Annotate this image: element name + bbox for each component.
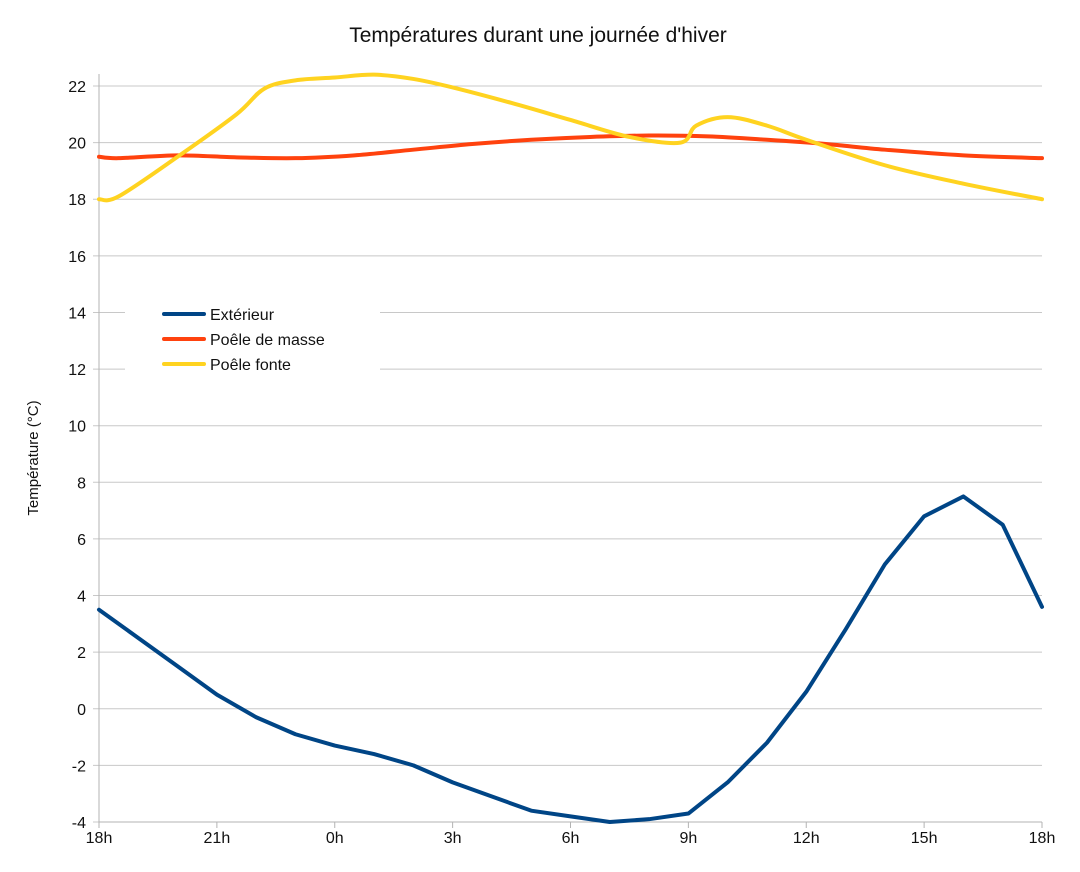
y-tick-label: 14 (68, 305, 86, 322)
x-tick-label: 3h (444, 830, 462, 847)
y-tick-label: 10 (68, 419, 86, 436)
x-tick-label: 21h (204, 830, 231, 847)
y-axis-label: Température (°C) (25, 400, 42, 515)
legend-label-poele-de-masse: Poêle de masse (210, 332, 325, 349)
x-tick-label: 15h (911, 830, 938, 847)
legend-label-exterieur: Extérieur (210, 307, 275, 324)
legend-label-poele-fonte: Poêle fonte (210, 357, 291, 374)
series-layer (97, 72, 1044, 824)
x-tick-label: 18h (1029, 830, 1056, 847)
grid-layer (93, 85, 1042, 823)
x-tick-label: 18h (86, 830, 113, 847)
legend: Extérieur Poêle de masse Poêle fonte (125, 296, 380, 380)
series-line-exterieur (97, 494, 1044, 824)
y-tick-label: 18 (68, 192, 86, 209)
y-tick-label: 0 (77, 702, 86, 719)
y-tick-label: 12 (68, 362, 86, 379)
x-tick-label: 6h (562, 830, 580, 847)
x-tick-label: 0h (326, 830, 344, 847)
y-tick-label: 6 (77, 532, 86, 549)
y-tick-label: 4 (77, 589, 86, 606)
axis-layer (98, 74, 1043, 828)
tick-label-layer: -4 -2 0 2 4 6 8 10 12 14 16 18 20 22 18h 21h 0h 3h 6h 9h 12h… (68, 79, 1055, 847)
y-tick-label: 22 (68, 79, 86, 96)
chart-title: Températures durant une journée d'hiver (349, 24, 727, 47)
y-tick-label: 20 (68, 136, 86, 153)
y-tick-label: 8 (77, 475, 86, 492)
y-tick-label: 2 (77, 645, 86, 662)
y-tick-label: 16 (68, 249, 86, 266)
y-tick-label: -4 (72, 815, 86, 832)
y-tick-label: -2 (72, 758, 86, 775)
series-line-poele-fonte (97, 72, 1044, 203)
x-tick-label: 9h (679, 830, 697, 847)
x-tick-label: 12h (793, 830, 820, 847)
series-line-poele-de-masse (97, 133, 1044, 161)
